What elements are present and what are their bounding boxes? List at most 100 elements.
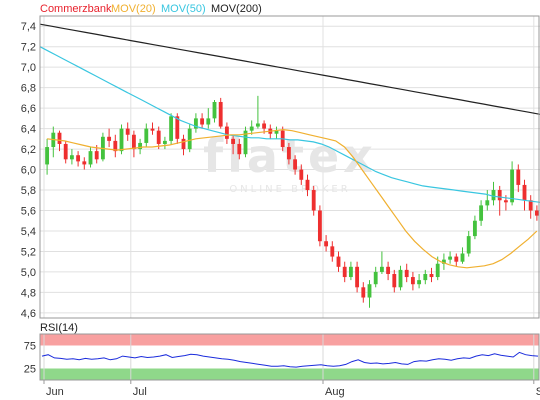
candle-body <box>472 220 477 237</box>
candle-body <box>181 138 186 150</box>
candle-down <box>454 253 459 267</box>
price-y-tick-label: 5,4 <box>21 226 36 238</box>
candle-up <box>100 132 105 162</box>
candle-down <box>324 235 329 252</box>
candle-body <box>379 266 384 272</box>
candle-down <box>76 151 81 167</box>
candle-body <box>324 241 329 247</box>
candle-down <box>218 97 223 129</box>
x-tick-label: Sep <box>536 386 540 398</box>
candle-up <box>466 230 471 257</box>
candle-body <box>231 138 236 144</box>
price-y-tick-label: 7,2 <box>21 42 36 54</box>
candle-up <box>193 113 198 133</box>
candles <box>45 95 539 308</box>
mov20-line <box>47 128 538 269</box>
candle-body <box>460 253 465 262</box>
candle-body <box>131 134 136 150</box>
candle-down <box>317 205 322 247</box>
candle-body <box>342 266 347 278</box>
candle-up <box>45 138 50 175</box>
candle-body <box>348 266 353 278</box>
candle-down <box>150 122 155 135</box>
candle-body <box>162 140 167 144</box>
candle-up <box>441 253 446 270</box>
candle-up <box>255 95 260 129</box>
price-y-axis: 4,6 4,8 5,0 5,2 5,4 5,6 5,8 6,0 6,2 6,4 6,6 6,8 7,0 7… <box>21 21 36 320</box>
candle-body <box>286 147 291 160</box>
candle-body <box>479 205 484 221</box>
candle-up <box>144 123 149 148</box>
candle-down <box>131 130 136 158</box>
x-axis: Jun Jul Aug Sep <box>43 380 540 398</box>
legend-mov20: MOV(20) <box>111 3 156 15</box>
candle-body <box>299 169 304 180</box>
candle-up <box>243 126 248 158</box>
candle-down <box>63 140 68 164</box>
price-frame <box>39 15 540 319</box>
candle-down <box>231 134 236 155</box>
rsi-neutral-band <box>40 345 539 369</box>
candle-body <box>355 266 360 288</box>
candle-body <box>138 142 143 150</box>
candle-body <box>429 273 434 278</box>
candle-body <box>107 136 112 141</box>
candle-body <box>528 200 533 211</box>
candle-body <box>119 128 124 152</box>
candle-down <box>336 251 341 272</box>
candle-up <box>249 120 254 135</box>
candle-down <box>293 155 298 175</box>
candle-body <box>113 140 118 152</box>
candle-up <box>485 190 490 211</box>
price-y-tick-label: 5,6 <box>21 206 36 218</box>
candle-body <box>274 130 279 134</box>
price-y-tick-label: 6,8 <box>21 83 36 95</box>
candle-body <box>423 273 428 281</box>
candle-down <box>156 126 161 150</box>
candle-body <box>156 130 161 144</box>
price-y-tick-label: 5,8 <box>21 185 36 197</box>
candle-body <box>330 246 335 257</box>
candle-down <box>125 122 130 141</box>
watermark-subtext: ONLINE BROKER <box>229 184 350 195</box>
price-y-tick-label: 7,0 <box>21 62 36 74</box>
candle-body <box>82 161 87 165</box>
candle-body <box>218 101 223 127</box>
candle-body <box>175 116 180 139</box>
price-y-tick-label: 6,4 <box>21 124 36 136</box>
price-y-tick-label: 6,0 <box>21 165 36 177</box>
candle-down <box>534 205 539 221</box>
candle-down <box>516 164 521 193</box>
candle-down <box>410 271 415 291</box>
price-y-tick-label: 5,2 <box>21 246 36 258</box>
candle-down <box>497 185 502 216</box>
candle-body <box>386 266 391 274</box>
price-y-tick-label: 5,0 <box>21 267 36 279</box>
candle-up <box>379 251 384 274</box>
candle-body <box>63 143 68 160</box>
candle-body <box>150 128 155 131</box>
rsi-grid <box>43 334 535 380</box>
rsi-oversold-band <box>40 368 539 380</box>
candle-down <box>181 134 186 156</box>
candle-body <box>169 116 174 141</box>
candle-body <box>466 236 471 254</box>
candle-down <box>355 261 360 293</box>
candle-body <box>305 179 310 191</box>
candle-body <box>441 259 446 264</box>
candle-body <box>491 190 496 201</box>
rsi-line <box>41 351 539 368</box>
legend-mov50: MOV(50) <box>161 3 206 15</box>
rsi-y-tick-label: 75 <box>24 341 36 353</box>
candle-down <box>311 185 316 216</box>
candle-body <box>454 256 459 262</box>
candle-body <box>311 190 316 211</box>
candle-down <box>107 128 112 148</box>
candle-up <box>460 247 465 264</box>
candle-body <box>373 271 378 285</box>
candle-body <box>224 126 229 139</box>
candle-down <box>404 263 409 283</box>
rsi-panel: 25 75 RSI(14) <box>24 322 540 381</box>
